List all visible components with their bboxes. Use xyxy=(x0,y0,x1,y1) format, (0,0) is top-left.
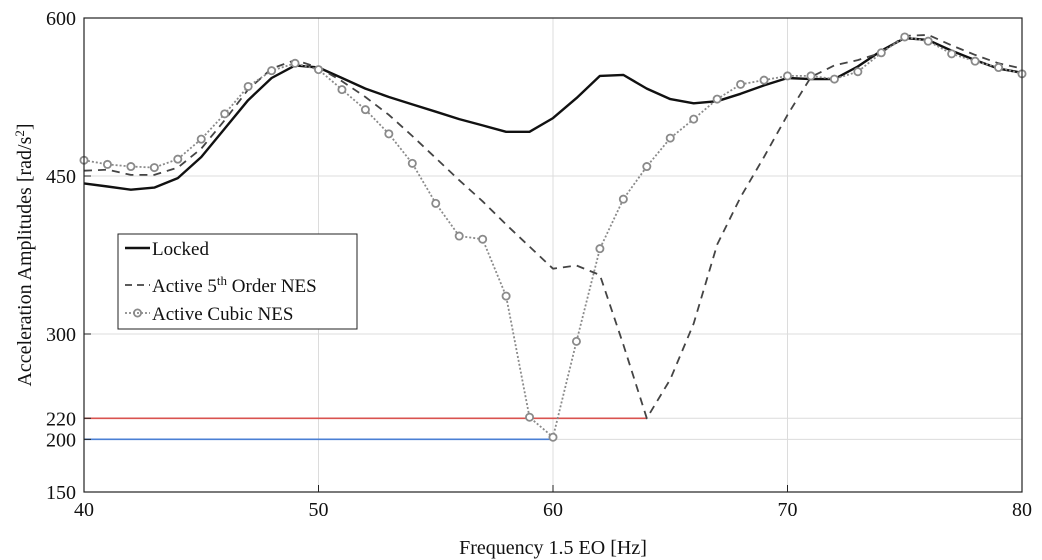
series-line-1 xyxy=(83,34,1023,420)
series-point-2 xyxy=(994,63,1004,73)
series-point-2 xyxy=(501,291,511,301)
series-line-0 xyxy=(83,36,1023,191)
series-point-2 xyxy=(900,32,910,42)
series-point-2 xyxy=(783,71,793,81)
series-point-2 xyxy=(947,49,957,59)
series-point-2 xyxy=(384,129,394,139)
legend-label-cubic: Active Cubic NES xyxy=(152,304,293,325)
series-point-2 xyxy=(853,67,863,77)
series-point-2 xyxy=(548,432,558,442)
legend-label-fifth-order: Active 5th Order NES xyxy=(152,273,317,298)
series-point-2 xyxy=(970,56,980,66)
y-tick-label: 300 xyxy=(46,324,76,346)
series-point-2 xyxy=(407,158,417,168)
series-point-2 xyxy=(313,65,323,75)
series-point-2 xyxy=(290,58,300,68)
y-axis-title-main: Acceleration Amplitudes [rad/s xyxy=(14,136,36,386)
series-point-2 xyxy=(173,154,183,164)
x-tick-label: 80 xyxy=(1012,499,1032,521)
y-axis-title: Acceleration Amplitudes [rad/s2] xyxy=(12,123,37,386)
series-group xyxy=(79,32,1027,442)
series-point-2 xyxy=(267,66,277,76)
series-point-2 xyxy=(196,134,206,144)
y-tick-label: 450 xyxy=(46,166,76,188)
series-point-2 xyxy=(876,48,886,58)
legend-label-fifth-order-sup: th xyxy=(217,273,228,288)
series-point-2 xyxy=(243,81,253,91)
series-point-2 xyxy=(478,234,488,244)
x-axis-title: Frequency 1.5 EO [Hz] xyxy=(459,537,647,559)
legend-box xyxy=(117,233,358,330)
legend-label-fifth-order-a: Active 5 xyxy=(152,276,217,297)
y-tick-label: 600 xyxy=(46,8,76,30)
y-tick-label: 220 xyxy=(46,408,76,430)
series-point-2 xyxy=(149,163,159,173)
x-tick-label: 70 xyxy=(778,499,798,521)
series-point-2 xyxy=(595,244,605,254)
legend-label-fifth-order-b: Order NES xyxy=(227,276,317,297)
series-point-2 xyxy=(360,105,370,115)
reference-lines xyxy=(84,417,647,441)
y-tick-label: 200 xyxy=(46,429,76,451)
series-point-2 xyxy=(759,75,769,85)
y-axis-title-sup: 2 xyxy=(12,130,27,137)
series-point-2 xyxy=(126,162,136,172)
series-point-2 xyxy=(220,109,230,119)
series-point-2 xyxy=(618,194,628,204)
series-point-2 xyxy=(571,336,581,346)
y-tick-label: 150 xyxy=(46,482,76,504)
x-tick-labels: 40 50 60 70 80 xyxy=(74,485,1032,521)
series-point-2 xyxy=(431,198,441,208)
series-point-2 xyxy=(923,36,933,46)
series-point-2 xyxy=(806,71,816,81)
series-point-2 xyxy=(642,162,652,172)
series-point-2 xyxy=(736,79,746,89)
series-point-2 xyxy=(829,74,839,84)
legend-marker-cubic xyxy=(132,308,142,318)
series-point-2 xyxy=(102,159,112,169)
series-point-2 xyxy=(525,412,535,422)
legend: Locked Active 5th Order NES Active Cubic… xyxy=(117,233,358,330)
series-point-2 xyxy=(712,94,722,104)
series-point-2 xyxy=(689,114,699,124)
series-point-2 xyxy=(665,133,675,143)
legend-label-locked: Locked xyxy=(152,239,209,260)
series-point-2 xyxy=(454,231,464,241)
y-axis-title-suffix: ] xyxy=(14,123,36,130)
x-tick-label: 60 xyxy=(543,499,563,521)
series-point-2 xyxy=(337,85,347,95)
x-tick-label: 40 xyxy=(74,499,94,521)
x-tick-label: 50 xyxy=(309,499,329,521)
